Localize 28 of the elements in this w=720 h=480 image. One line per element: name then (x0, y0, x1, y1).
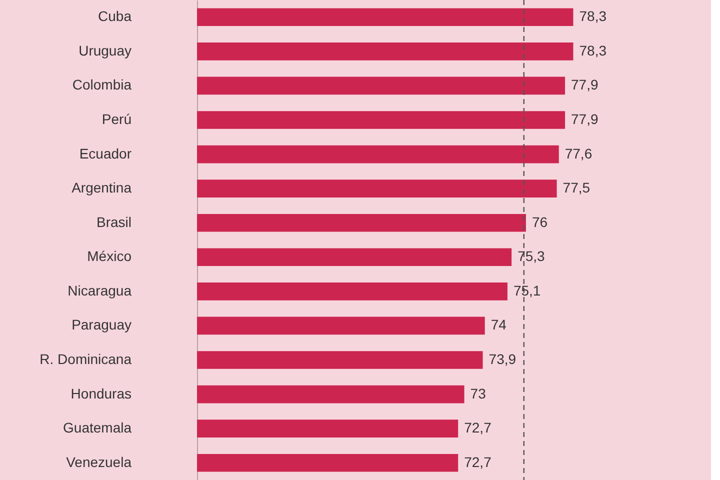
y-tick-label: Perú (102, 111, 132, 127)
data-label: 72,7 (464, 454, 492, 470)
data-label: 77,9 (571, 111, 598, 127)
y-tick-label: Colombia (72, 76, 132, 93)
data-label: 75,1 (513, 282, 541, 298)
data-label: 75,3 (518, 248, 546, 264)
data-label: 73,9 (488, 351, 516, 367)
data-label: 76 (532, 214, 548, 230)
data-label: 77,6 (564, 145, 592, 162)
y-tick-label: Guatemala (63, 420, 132, 436)
data-label: 74 (490, 316, 507, 333)
data-label: 78,3 (579, 42, 607, 58)
y-tick-label: Paraguay (72, 316, 132, 333)
data-label: 77,5 (562, 180, 590, 196)
y-tick-label: Brasil (96, 214, 132, 230)
y-tick-label: México (87, 248, 132, 264)
y-tick-label: Uruguay (78, 42, 132, 58)
y-tick-label: Ecuador (79, 145, 132, 162)
data-label: 73 (470, 385, 486, 402)
y-tick-label: Venezuela (66, 454, 132, 470)
data-label: 78,3 (579, 8, 607, 24)
y-tick-label: Cuba (98, 8, 132, 24)
y-tick-label: Argentina (72, 180, 132, 196)
y-tick-label: Nicaragua (68, 282, 132, 298)
y-tick-label: Honduras (70, 385, 132, 402)
y-tick-label: R. Dominicana (40, 351, 132, 367)
data-label: 77,9 (571, 76, 598, 93)
data-label: 72,7 (464, 420, 492, 436)
